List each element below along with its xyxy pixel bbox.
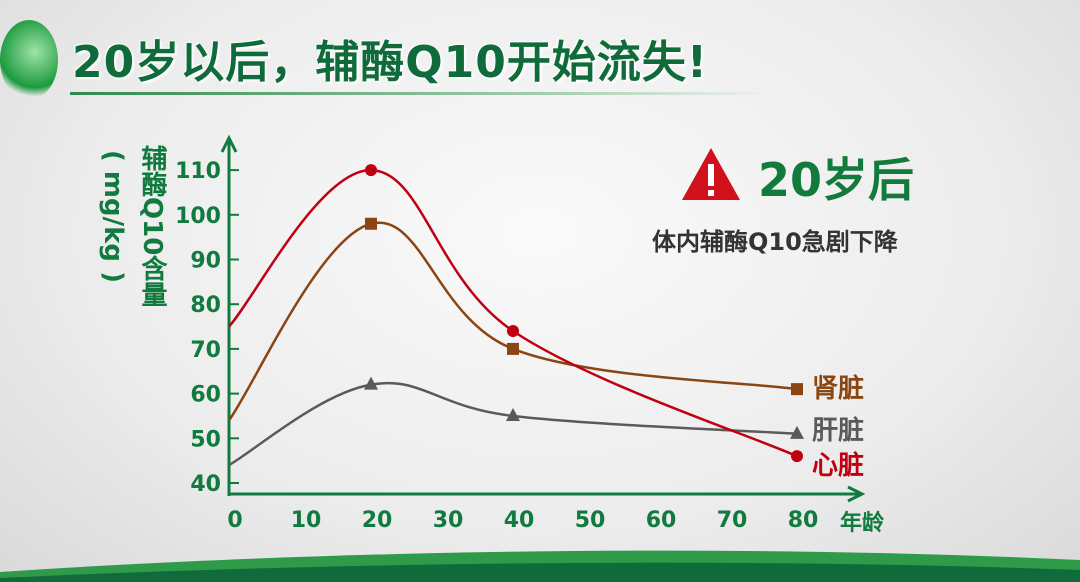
y-tick-label: 60 xyxy=(190,383,221,408)
y-axis-arrow xyxy=(220,134,238,153)
y-tick-label: 70 xyxy=(190,338,221,363)
x-tick-label: 50 xyxy=(575,508,606,533)
legend-label: 心脏 xyxy=(812,450,864,481)
x-tick-label: 10 xyxy=(291,508,322,533)
data-point-square xyxy=(791,383,803,396)
x-tick-label: 20 xyxy=(362,508,393,533)
legend-label: 肝脏 xyxy=(812,415,864,446)
y-tick-label: 100 xyxy=(175,204,221,229)
data-point-circle xyxy=(791,450,803,463)
x-tick-label: 70 xyxy=(717,508,748,533)
data-point-triangle xyxy=(506,407,520,421)
x-tick-label: 30 xyxy=(433,508,464,533)
title-underline xyxy=(70,92,770,95)
callout-subtext: 体内辅酶Q10急剧下降 xyxy=(652,228,898,256)
legend-label: 肾脏 xyxy=(812,373,864,404)
page-title: 20岁以后，辅酶Q10开始流失! xyxy=(72,37,708,88)
y-tick-label: 40 xyxy=(190,472,221,497)
data-point-triangle xyxy=(790,425,804,439)
data-point-circle xyxy=(365,164,377,177)
series-circle: 心脏 xyxy=(228,164,864,481)
y-tick-label: 50 xyxy=(190,427,221,452)
x-axis-arrow xyxy=(847,485,866,503)
data-point-square xyxy=(365,217,377,230)
series-line xyxy=(227,221,798,422)
x-tick-label: 60 xyxy=(646,508,677,533)
y-axis-unit: ( mg/kg ) xyxy=(98,150,128,283)
bottom-wave-decoration xyxy=(0,550,1080,582)
y-tick-label: 90 xyxy=(190,249,221,274)
data-point-circle xyxy=(507,325,519,338)
x-tick-label: 40 xyxy=(504,508,535,533)
series-line xyxy=(228,381,798,467)
x-tick-label: 80 xyxy=(788,508,819,533)
series-triangle: 肝脏 xyxy=(228,376,864,467)
data-point-triangle xyxy=(364,376,378,390)
series-square: 肾脏 xyxy=(227,217,864,422)
y-axis-label: 辅酶Q10含量 xyxy=(134,145,168,307)
warning-triangle-icon xyxy=(682,148,740,200)
y-tick-label: 110 xyxy=(175,159,221,184)
x-tick-label: 0 xyxy=(227,508,242,533)
y-tick-label: 80 xyxy=(190,293,221,318)
series-line xyxy=(228,168,798,458)
data-point-square xyxy=(507,342,519,355)
y-axis-title: 辅酶Q10含量 xyxy=(137,145,167,308)
decorative-capsule xyxy=(0,20,58,100)
x-axis-label: 年龄 xyxy=(840,510,885,536)
callout-headline: 20岁后 xyxy=(758,153,915,207)
